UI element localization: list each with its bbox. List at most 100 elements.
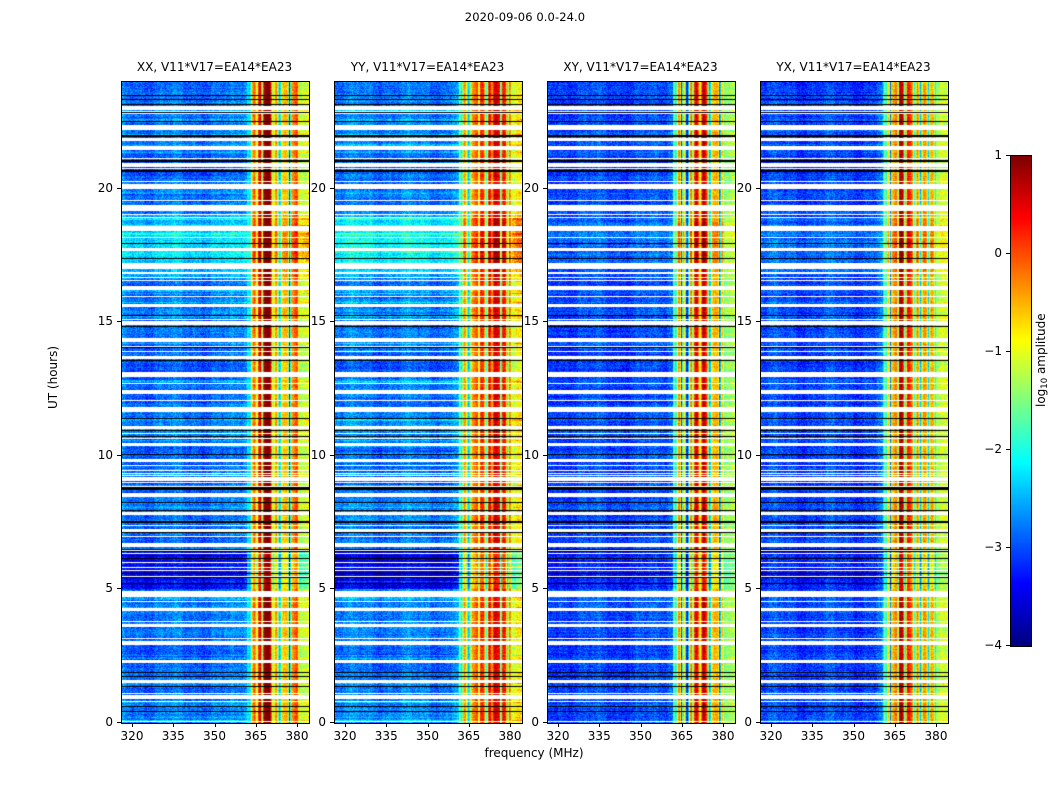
y-tick-xy-4 <box>543 187 547 189</box>
panel-title-yx: YX, V11*V17=EA14*EA23 <box>776 60 931 74</box>
x-tick-label-yx-2: 350 <box>842 729 865 743</box>
x-tick-label-yy-4: 380 <box>498 729 522 743</box>
x-tick-label-xx-3: 365 <box>244 729 268 743</box>
y-axis-label: UT (hours) <box>46 345 60 409</box>
x-tick-xy-3 <box>681 723 683 727</box>
x-tick-label-yx-4: 380 <box>924 729 948 743</box>
y-tick-yy-2 <box>330 454 334 456</box>
waterfall-canvas-xx <box>122 82 309 723</box>
y-tick-yx-0 <box>756 722 760 723</box>
x-tick-yy-2 <box>427 723 429 727</box>
colorbar-gradient <box>1011 156 1031 646</box>
y-tick-label-yx-0: 0 <box>744 715 752 729</box>
panel-yy: YY, V11*V17=EA14*EA23 <box>334 60 523 724</box>
y-tick-label-yy-2: 10 <box>310 447 326 462</box>
y-tick-yy-0 <box>330 722 334 723</box>
y-tick-xy-3 <box>543 321 547 323</box>
colorbar-tick-0 <box>1006 645 1010 646</box>
y-tick-label-xx-2: 10 <box>97 447 113 462</box>
x-tick-label-yy-3: 365 <box>457 729 481 743</box>
panel-title-yy: YY, V11*V17=EA14*EA23 <box>350 60 505 74</box>
y-tick-label-yx-2: 10 <box>736 447 752 462</box>
colorbar-label-subscript: 10 <box>1040 377 1050 389</box>
panel-title-xx: XX, V11*V17=EA14*EA23 <box>136 60 293 74</box>
x-tick-label-xy-0: 320 <box>546 729 570 743</box>
x-tick-xx-3 <box>255 723 257 727</box>
y-tick-yy-3 <box>330 321 334 323</box>
x-tick-xx-4 <box>297 723 298 727</box>
colorbar-label-suffix: amplitude <box>1034 313 1048 378</box>
y-tick-label-yy-1: 5 <box>318 581 326 596</box>
x-tick-yx-4 <box>936 723 937 727</box>
waterfall-image-yy <box>334 81 523 724</box>
x-tick-yx-0 <box>771 723 772 727</box>
colorbar-tick-4 <box>1006 253 1010 254</box>
y-tick-label-xx-1: 5 <box>105 581 113 596</box>
colorbar-label: log10 amplitude <box>1034 313 1050 407</box>
panel-title-xy: XY, V11*V17=EA14*EA23 <box>563 60 718 74</box>
y-tick-label-xy-4: 20 <box>523 180 539 195</box>
x-tick-yy-4 <box>510 723 511 727</box>
panel-xy: XY, V11*V17=EA14*EA23 <box>547 60 736 724</box>
colorbar-tick-label-5: 1 <box>994 148 1002 162</box>
x-tick-yy-0 <box>345 723 346 727</box>
x-tick-xy-4 <box>723 723 724 727</box>
y-tick-label-yx-3: 15 <box>736 314 752 329</box>
waterfall-image-xy <box>547 81 736 724</box>
x-tick-xy-2 <box>640 723 642 727</box>
panel-xx: XX, V11*V17=EA14*EA23 <box>121 60 310 724</box>
x-tick-label-xx-2: 350 <box>203 729 226 743</box>
colorbar-label-prefix: log <box>1034 388 1048 407</box>
y-tick-label-xx-3: 15 <box>97 314 113 329</box>
y-tick-label-yx-1: 5 <box>744 581 752 596</box>
y-tick-xx-4 <box>117 187 121 189</box>
y-tick-xx-1 <box>117 588 121 590</box>
y-tick-label-xy-3: 15 <box>523 314 539 329</box>
x-tick-label-yx-0: 320 <box>759 729 783 743</box>
x-tick-label-xy-3: 365 <box>670 729 694 743</box>
colorbar-tick-1 <box>1006 547 1010 548</box>
y-tick-yx-4 <box>756 187 760 189</box>
x-tick-label-yx-3: 365 <box>883 729 907 743</box>
x-axis-label: frequency (MHz) <box>484 746 584 760</box>
y-tick-yx-3 <box>756 321 760 323</box>
y-tick-label-xx-0: 0 <box>105 715 113 729</box>
figure-suptitle: 2020-09-06 0.0-24.0 <box>464 10 586 24</box>
x-tick-yx-2 <box>853 723 855 727</box>
y-tick-xy-2 <box>543 454 547 456</box>
y-tick-xx-0 <box>117 722 121 723</box>
x-tick-label-yy-2: 350 <box>416 729 439 743</box>
y-tick-label-yx-4: 20 <box>736 180 752 195</box>
x-tick-yx-3 <box>894 723 896 727</box>
x-tick-yy-3 <box>468 723 470 727</box>
y-tick-xx-3 <box>117 321 121 323</box>
colorbar-tick-2 <box>1006 449 1010 450</box>
x-tick-label-xx-1: 335 <box>161 729 185 743</box>
colorbar-tick-label-3: −1 <box>984 344 1002 358</box>
x-tick-xx-1 <box>173 723 175 727</box>
y-tick-xy-1 <box>543 588 547 590</box>
colorbar <box>1010 155 1032 647</box>
y-tick-label-xy-1: 5 <box>531 581 539 596</box>
y-tick-yx-1 <box>756 588 760 590</box>
x-tick-label-yx-1: 335 <box>800 729 824 743</box>
waterfall-canvas-yx <box>761 82 948 723</box>
y-tick-yx-2 <box>756 454 760 456</box>
x-tick-label-xx-4: 380 <box>285 729 309 743</box>
x-tick-xx-2 <box>214 723 216 727</box>
y-tick-xx-2 <box>117 454 121 456</box>
y-tick-label-xy-2: 10 <box>523 447 539 462</box>
x-tick-label-xy-1: 335 <box>587 729 611 743</box>
y-tick-label-xy-0: 0 <box>531 715 539 729</box>
x-tick-xy-0 <box>558 723 559 727</box>
waterfall-canvas-yy <box>335 82 522 723</box>
waterfall-canvas-xy <box>548 82 735 723</box>
waterfall-image-yx <box>760 81 949 724</box>
y-tick-label-yy-0: 0 <box>318 715 326 729</box>
colorbar-tick-label-2: −2 <box>984 442 1002 456</box>
x-tick-label-xy-2: 350 <box>629 729 652 743</box>
x-tick-xy-1 <box>599 723 601 727</box>
x-tick-label-xx-0: 320 <box>120 729 144 743</box>
x-tick-yy-1 <box>386 723 388 727</box>
colorbar-tick-3 <box>1006 351 1010 352</box>
